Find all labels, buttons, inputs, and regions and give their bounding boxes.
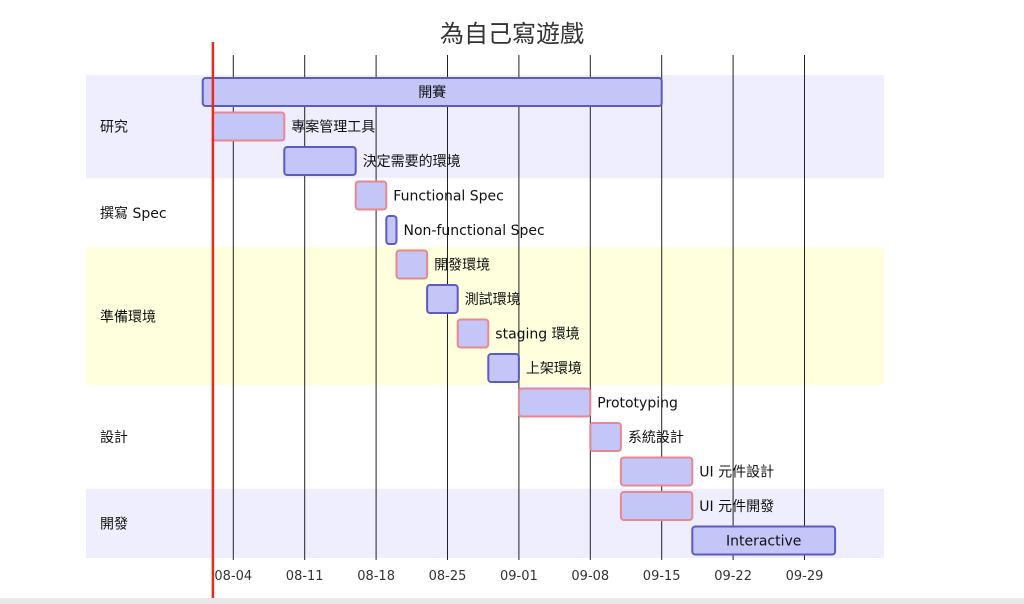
- section-label: 設計: [100, 430, 128, 446]
- task-bar: [211, 111, 286, 142]
- tick-label: 09-22: [714, 569, 752, 584]
- task-label: 開賽: [418, 84, 446, 101]
- chart-title: 為自己寫遊戲: [440, 20, 584, 48]
- task-bar: [354, 180, 388, 211]
- tick-label: 08-18: [357, 569, 395, 584]
- section-label: 研究: [100, 120, 128, 136]
- section-label: 開發: [100, 516, 128, 532]
- tick-label: 09-29: [786, 569, 824, 584]
- task-bar: [487, 353, 520, 383]
- x-axis-ticks: 08-04 08-11 08-18 08-25 09-01 09-08 09-15 09-22…: [214, 569, 823, 584]
- task-bar: [201, 77, 663, 107]
- tick-label: 09-01: [500, 569, 538, 584]
- task-bar: [619, 491, 694, 521]
- tick-label: 09-08: [571, 569, 609, 584]
- task-bar: [283, 146, 357, 176]
- section-band: [86, 385, 884, 489]
- section-band: [86, 178, 884, 248]
- task-label: Prototyping: [597, 396, 678, 412]
- task-label: Non-functional Spec: [404, 223, 545, 239]
- task-label: Functional Spec: [393, 189, 504, 205]
- task-label: 開發環境: [434, 258, 490, 274]
- tick-label: 09-15: [643, 569, 681, 584]
- section-label: 撰寫 Spec: [100, 205, 167, 222]
- task-bar: [456, 318, 490, 349]
- task-label: staging 環境: [495, 327, 579, 343]
- task-bar: [691, 525, 837, 556]
- task-label: UI 元件設計: [699, 465, 774, 481]
- task-label: Interactive: [726, 534, 801, 550]
- section-band: [86, 247, 884, 386]
- tick-label: 08-04: [214, 569, 252, 584]
- task-bar: [395, 249, 429, 280]
- task-bar: [426, 284, 459, 314]
- task-bar: [517, 387, 592, 418]
- task-bar: [385, 215, 398, 245]
- task-bar: [589, 422, 622, 452]
- bottom-scroll-strip: [0, 598, 1024, 604]
- task-label: 系統設計: [628, 430, 684, 446]
- tick-label: 08-11: [286, 569, 324, 584]
- task-bar: [619, 456, 694, 487]
- task-label: UI 元件開發: [699, 499, 774, 515]
- section-label: 準備環境: [100, 309, 156, 325]
- task-label: 決定需要的環境: [363, 154, 461, 170]
- task-label: 專案管理工具: [291, 119, 375, 136]
- tick-label: 08-25: [429, 569, 467, 584]
- task-label: 上架環境: [526, 361, 582, 377]
- task-label: 測試環境: [465, 292, 521, 308]
